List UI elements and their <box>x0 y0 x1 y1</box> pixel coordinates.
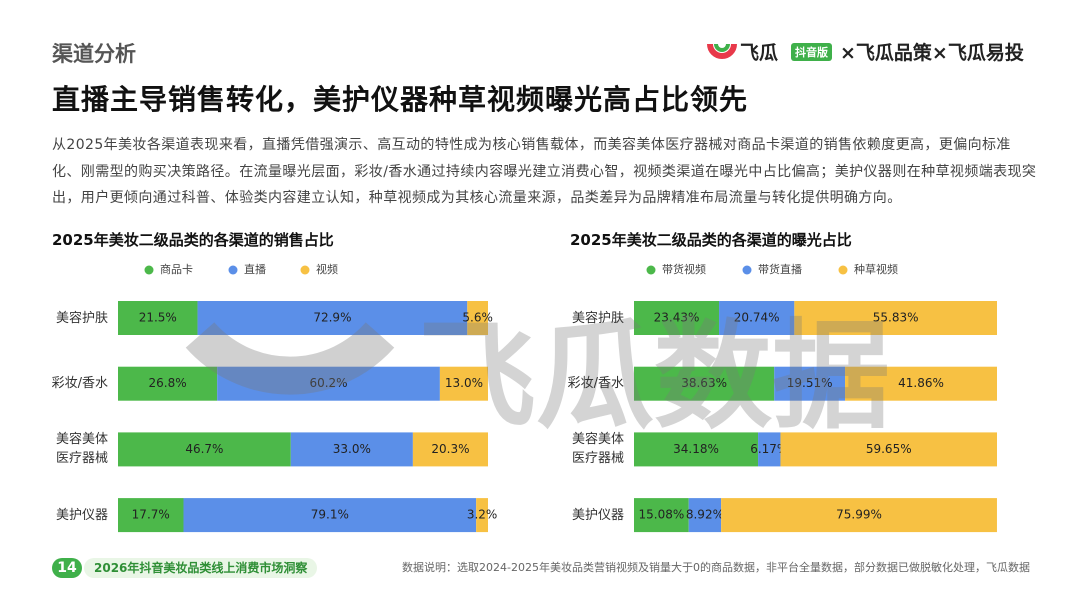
watermark: 飞瓜数据 <box>418 307 890 445</box>
bar-segment <box>197 301 468 335</box>
bar-segment <box>758 432 781 467</box>
logo-arc-inner <box>714 43 730 52</box>
value-label: 41.86% <box>898 376 944 390</box>
legend-label: 直播 <box>244 262 266 276</box>
value-label: 13.0% <box>445 376 483 390</box>
value-label: 60.2% <box>309 376 347 390</box>
bar-segment <box>721 498 997 533</box>
bar-segment <box>634 301 720 335</box>
legend-swatch <box>144 265 154 275</box>
category-label: 彩妆/香水 <box>567 376 624 392</box>
value-label: 20.3% <box>431 442 469 456</box>
value-label: 17.7% <box>132 508 170 522</box>
value-label: 55.83% <box>873 311 919 325</box>
bar-segment <box>118 301 198 335</box>
page-number: 14 <box>52 558 82 578</box>
bar-segment <box>118 366 218 401</box>
category-label: 美护仪器 <box>55 507 108 523</box>
legend-swatch <box>838 265 848 275</box>
bar-segment <box>439 366 488 401</box>
value-label: 3.2% <box>467 508 498 522</box>
watermark-logo <box>185 322 395 395</box>
bar-segment <box>467 301 488 335</box>
bar-segment <box>217 366 440 401</box>
value-label: 38.63% <box>681 376 727 390</box>
paragraph: 从2025年美妆各渠道表现来看，直播凭借强演示、高互动的特性成为核心销售载体，而… <box>52 137 1037 206</box>
legend-swatch <box>228 265 238 275</box>
category-label: 美护仪器 <box>571 507 624 523</box>
category-label: 彩妆/香水 <box>51 376 108 392</box>
value-label: 26.8% <box>149 376 187 390</box>
chart-title: 2025年美妆二级品类的各渠道的销售占比 <box>52 231 334 249</box>
logo-arc <box>707 43 737 59</box>
category-label: 美容护肤 <box>571 310 624 326</box>
logo-edition: 抖音版 <box>791 43 832 61</box>
value-label: 15.08% <box>638 508 684 522</box>
value-label: 6.17% <box>750 442 788 456</box>
bar-segment <box>794 301 997 335</box>
bar-segment <box>412 432 488 467</box>
value-label: 20.74% <box>734 311 780 325</box>
bar-segment <box>774 366 846 401</box>
value-label: 59.65% <box>866 442 912 456</box>
legend-swatch <box>300 265 310 275</box>
legend-label: 带货直播 <box>758 262 802 276</box>
value-label: 75.99% <box>836 508 882 522</box>
logo-icon <box>707 43 737 59</box>
value-label: 21.5% <box>139 311 177 325</box>
legend-swatch <box>742 265 752 275</box>
bar-segment <box>183 498 477 533</box>
category-label: 美容美体 医疗器械 <box>571 432 624 467</box>
value-label: 46.7% <box>185 442 223 456</box>
headline: 直播主导销售转化，美护仪器种草视频曝光高占比领先 <box>52 83 749 116</box>
bar-segment <box>719 301 795 335</box>
chart-title: 2025年美妆二级品类的各渠道的曝光占比 <box>570 231 852 249</box>
value-label: 23.43% <box>654 311 700 325</box>
category-label: 美容护肤 <box>55 310 108 326</box>
legend-label: 商品卡 <box>160 262 193 276</box>
legend-label: 带货视频 <box>662 262 706 276</box>
logo-brand: 飞瓜 <box>740 42 779 64</box>
bar-segment <box>845 366 997 401</box>
bar-segment <box>634 498 689 533</box>
value-label: 72.9% <box>313 311 351 325</box>
data-note: 数据说明：选取2024-2025年美妆品类营销视频及销量大于0的商品数据，非平台… <box>402 561 1030 574</box>
bar-segment <box>118 432 291 467</box>
bar-segment <box>780 432 997 467</box>
value-label: 33.0% <box>333 442 371 456</box>
bar-segment <box>634 366 775 401</box>
bar-segment <box>290 432 413 467</box>
value-label: 8.92% <box>686 508 724 522</box>
value-label: 19.51% <box>787 376 833 390</box>
legend-swatch <box>646 265 656 275</box>
bar-segment <box>634 432 759 467</box>
legend-label: 视频 <box>316 262 338 276</box>
legend-label: 种草视频 <box>854 262 898 276</box>
bar-segment <box>688 498 722 533</box>
value-label: 5.6% <box>462 311 493 325</box>
logo-partners: ×飞瓜品策×飞瓜易投 <box>840 42 1024 64</box>
bar-segment <box>476 498 488 533</box>
category-label: 美容美体 医疗器械 <box>55 432 108 467</box>
report-name: 2026年抖音美妆品类线上消费市场洞察 <box>84 558 318 578</box>
value-label: 79.1% <box>311 508 349 522</box>
value-label: 34.18% <box>673 442 719 456</box>
section-title: 渠道分析 <box>52 42 136 66</box>
bar-segment <box>118 498 184 533</box>
